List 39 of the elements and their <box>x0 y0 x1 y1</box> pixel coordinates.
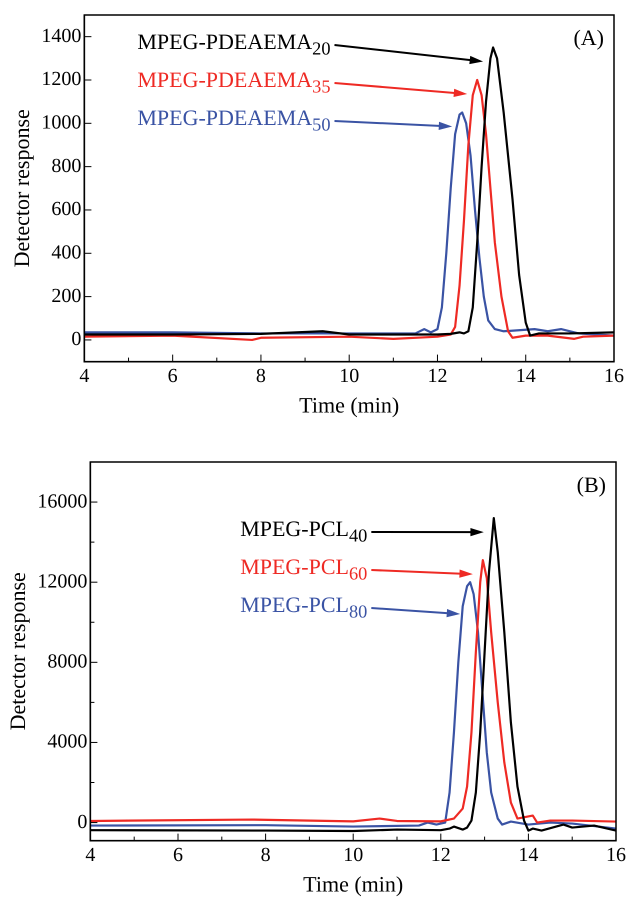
x-axis-title: Time (min) <box>303 872 404 897</box>
x-tick-label: 14 <box>518 844 538 866</box>
y-tick-label: 200 <box>51 284 82 307</box>
x-tick-label: 10 <box>339 364 360 387</box>
annotation: (A) <box>573 25 604 50</box>
x-tick-label: 6 <box>173 844 183 866</box>
legend-label: MPEG-PDEAEMA$_{50}$ <box>137 105 330 136</box>
y-tick-label: 1400 <box>41 24 82 47</box>
y-tick-label: 0 <box>77 810 88 833</box>
x-tick-label: 4 <box>85 844 96 866</box>
y-tick-label: 1000 <box>41 112 82 134</box>
x-tick-label: 16 <box>604 364 624 387</box>
y-tick-label: 800 <box>51 154 82 177</box>
x-axis-title: Time (min) <box>299 392 400 418</box>
legend-label: MPEG-PCL$_{40}$ <box>240 516 368 546</box>
y-tick-label: 12000 <box>37 570 88 592</box>
text: MPEG-PDEAEMA$_{20}$ <box>137 29 330 60</box>
legend-label: MPEG-PCL$_{60}$ <box>240 554 368 584</box>
legend-label: MPEG-PCL$_{80}$ <box>240 592 368 622</box>
text: MPEG-PDEAEMA$_{35}$ <box>137 67 330 98</box>
x-tick-label: 10 <box>343 844 364 866</box>
annotation: (B) <box>576 472 606 497</box>
x-tick-label: 4 <box>79 364 90 387</box>
y-tick-label: 0 <box>71 328 82 350</box>
y-axis-title: Detector response <box>4 572 30 730</box>
y-tick-label: 400 <box>51 242 82 264</box>
x-tick-label: 16 <box>606 844 626 866</box>
y-tick-label: 4000 <box>47 730 88 753</box>
y-tick-label: 600 <box>51 198 82 220</box>
x-tick-label: 8 <box>256 364 266 387</box>
x-tick-label: 8 <box>260 844 271 866</box>
x-tick-label: 12 <box>430 844 451 866</box>
x-tick-label: 6 <box>168 364 178 387</box>
y-axis-title: Detector response <box>8 109 34 268</box>
y-tick-label: 1200 <box>41 68 82 90</box>
x-tick-label: 14 <box>516 364 536 387</box>
y-tick-label: 16000 <box>37 490 88 512</box>
x-tick-label: 12 <box>427 364 448 387</box>
y-tick-label: 8000 <box>47 650 88 673</box>
